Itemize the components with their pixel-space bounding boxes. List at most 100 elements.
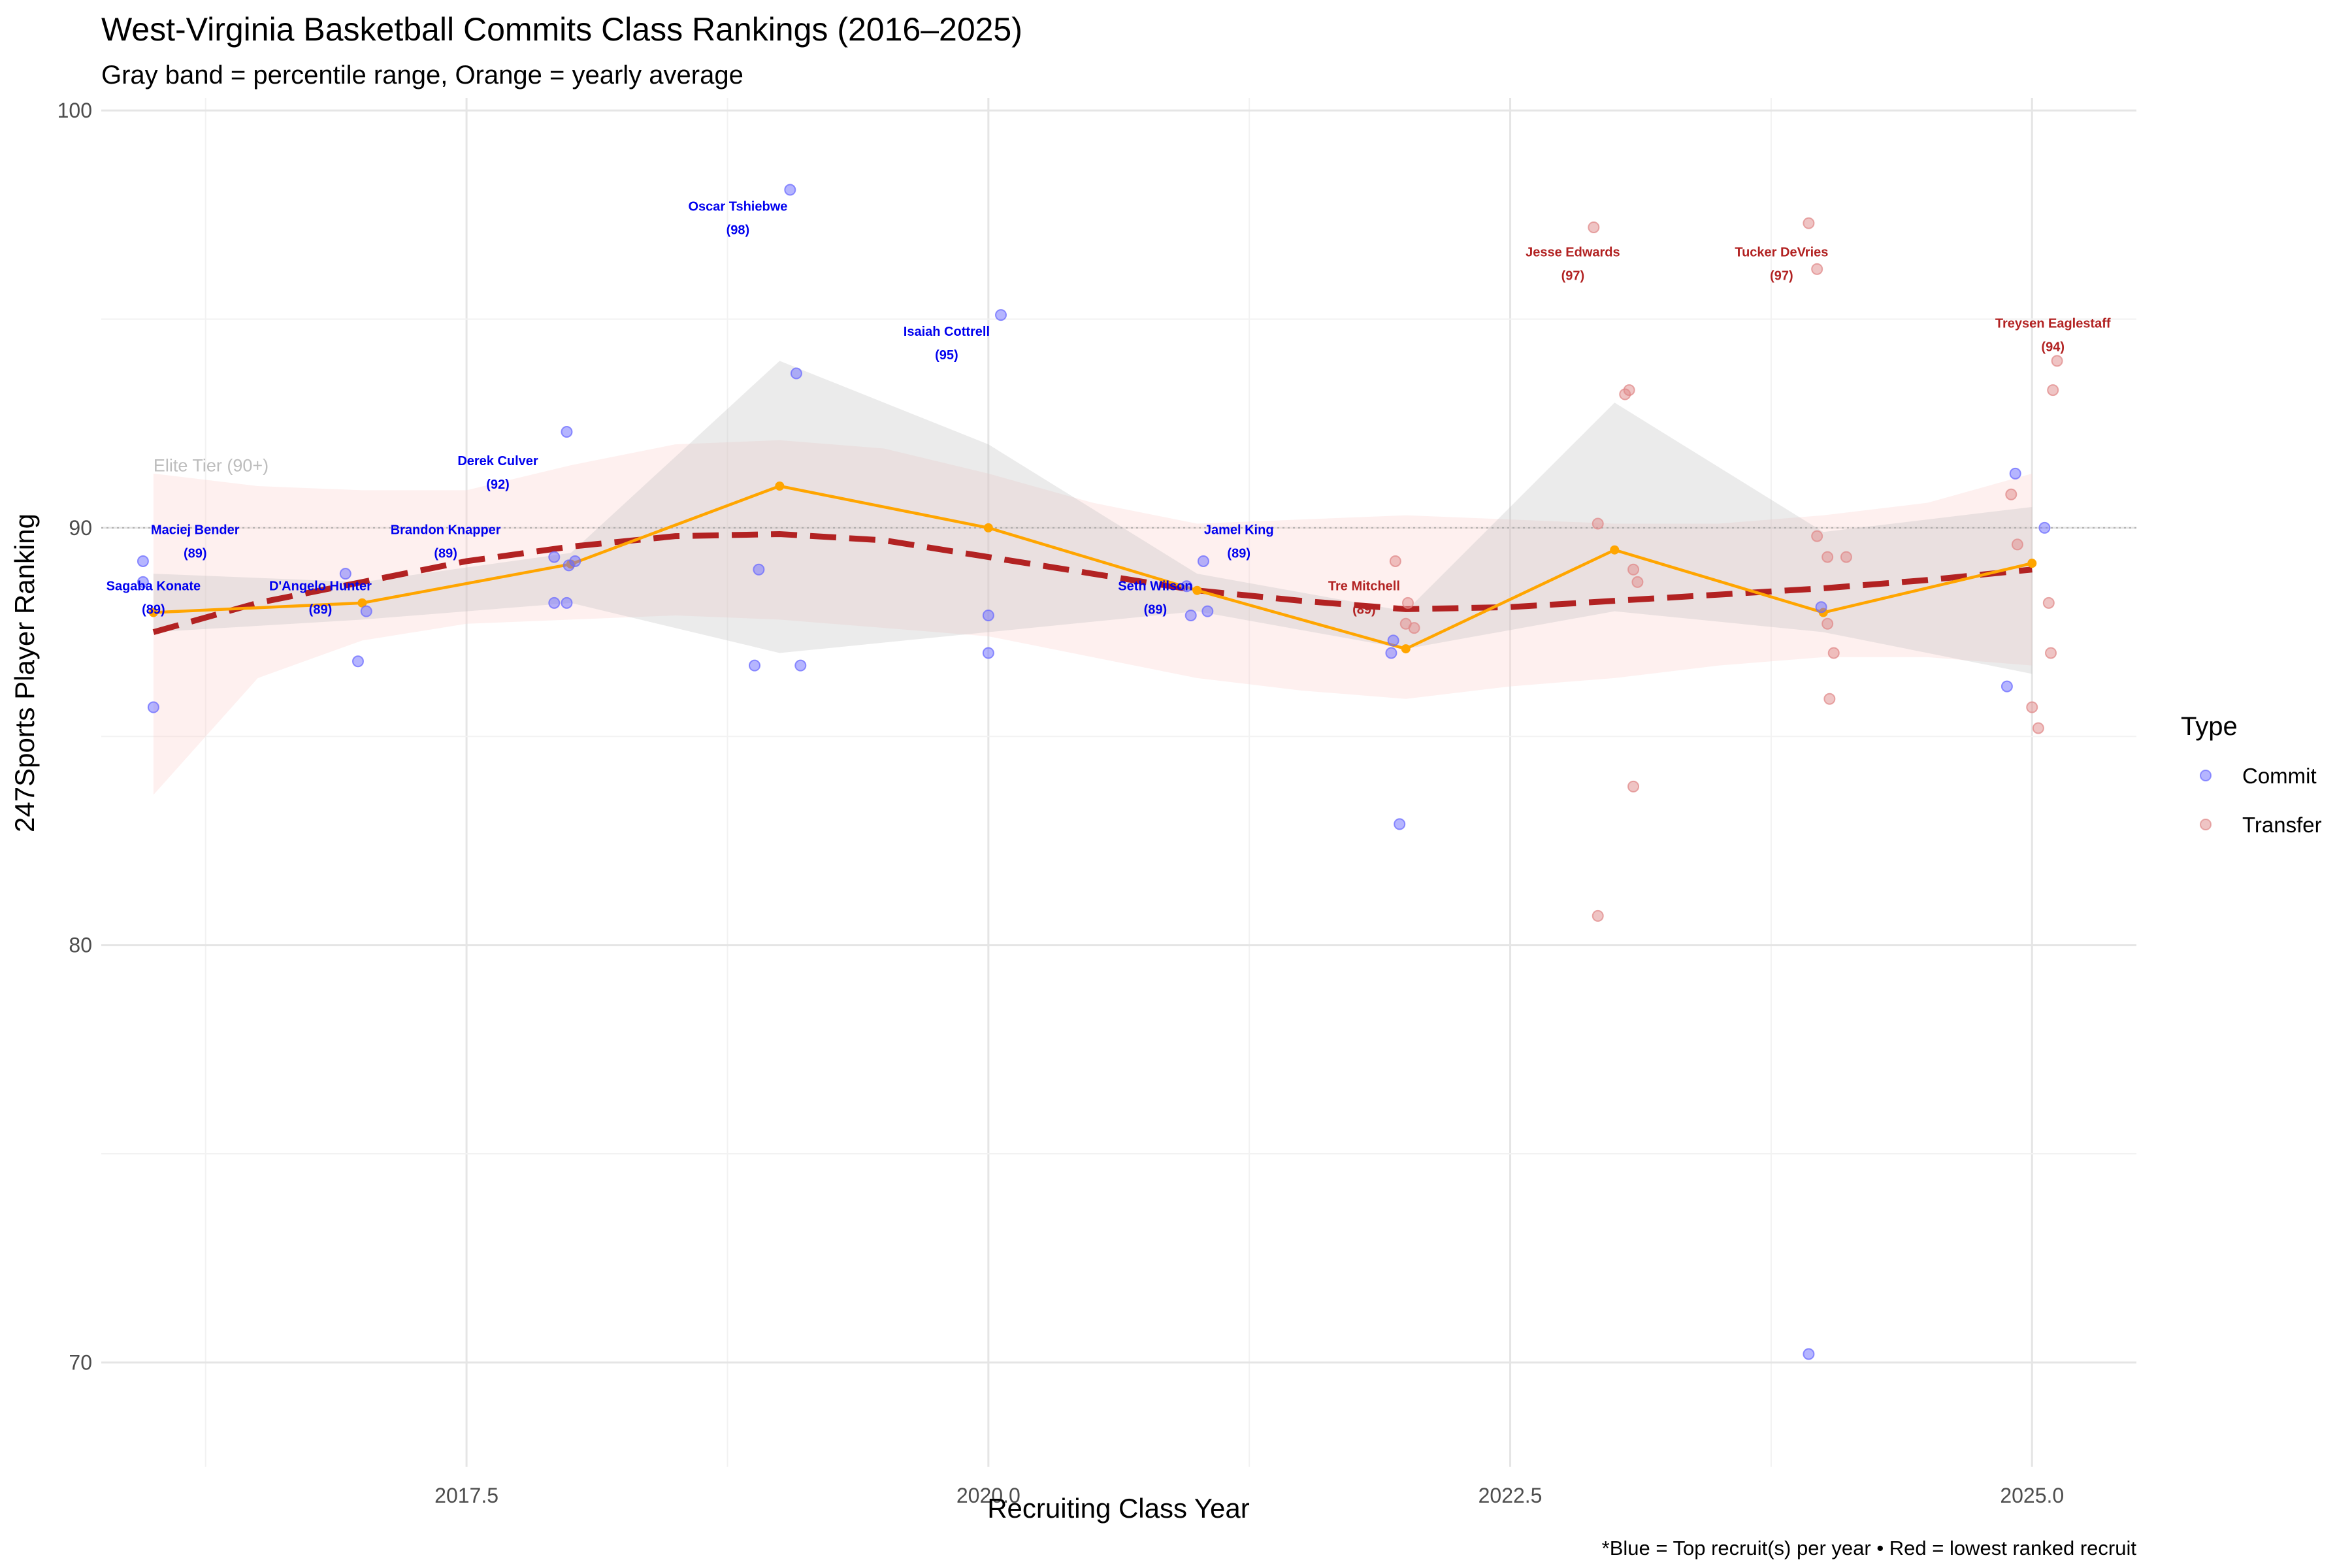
- y-tick-label: 100: [57, 99, 92, 122]
- commit-point: [2009, 467, 2021, 480]
- commit-point: [137, 555, 149, 567]
- yearly-average-line: [153, 484, 2033, 651]
- commit-point: [748, 659, 760, 672]
- points-layer: [137, 184, 2063, 1360]
- commit-point: [561, 425, 573, 438]
- trend-line: [152, 531, 2033, 635]
- commit-point: [982, 647, 994, 659]
- annotation-name: Maciej Bender: [151, 523, 240, 537]
- commit-point: [1184, 610, 1197, 622]
- elite-tier-label: Elite Tier (90+): [154, 456, 269, 476]
- transfer-point: [2047, 384, 2059, 397]
- yearly-average-point: [357, 598, 367, 608]
- transfer-point: [1631, 576, 1644, 588]
- commit-point: [753, 563, 765, 576]
- commit-point: [147, 701, 159, 713]
- transfer-point: [1389, 555, 1401, 567]
- annotation-name: Tre Mitchell: [1328, 580, 1400, 594]
- annotation-value: (97): [1770, 269, 1793, 284]
- annotation-value: (89): [1352, 603, 1376, 617]
- y-tick-label: 70: [69, 1350, 92, 1374]
- transfer-point: [2042, 596, 2055, 609]
- commit-point: [784, 184, 796, 196]
- commit-point: [2038, 521, 2051, 534]
- x-tick-label: 2020.0: [956, 1484, 1021, 1507]
- x-tick-label: 2017.5: [434, 1484, 498, 1507]
- commit-point: [982, 610, 994, 622]
- transfer-point: [1408, 622, 1420, 634]
- annotation-name: Brandon Knapper: [391, 523, 501, 537]
- yearly-average-point: [2027, 559, 2037, 568]
- y-tick-label: 90: [69, 516, 92, 540]
- transfer-point: [1840, 551, 1852, 563]
- annotation-name: Treysen Eaglestaff: [1995, 316, 2111, 331]
- annotation-value: (92): [486, 478, 510, 492]
- yearly-average-point: [1192, 585, 1202, 595]
- commit-point: [994, 309, 1007, 321]
- commit-point: [1815, 601, 1827, 613]
- transfer-point: [1827, 647, 1840, 659]
- commit-point: [1394, 818, 1406, 830]
- commit-point: [1385, 647, 1397, 659]
- percentile-band-layer: [153, 361, 2033, 674]
- annotation-value: (89): [434, 546, 457, 561]
- transfer-point: [1821, 617, 1834, 630]
- commit-point: [1803, 1348, 1815, 1360]
- transfer-point: [1803, 217, 1815, 229]
- commit-point: [548, 596, 561, 609]
- transfer-point: [1588, 221, 1600, 234]
- annotation-name: Derek Culver: [457, 454, 538, 468]
- transfer-point: [2051, 355, 2063, 367]
- transfer-point: [2032, 722, 2044, 734]
- annotation-value: (89): [184, 546, 207, 561]
- grid-layer: [101, 98, 2136, 1467]
- yearly-average-point: [775, 482, 785, 491]
- commit-point: [1197, 555, 1209, 567]
- commit-point: [790, 367, 802, 380]
- annotation-value: (89): [142, 603, 165, 617]
- annotation-name: Oscar Tshiebwe: [688, 199, 787, 214]
- commit-point: [2001, 680, 2013, 693]
- legend: Type Commit Transfer: [2181, 712, 2322, 837]
- transfer-point: [1401, 596, 1414, 609]
- chart-caption: *Blue = Top recruit(s) per year • Red = …: [1602, 1537, 2137, 1560]
- annotation-name: Seth Wilson: [1118, 580, 1192, 594]
- annotation-name: Sagaba Konate: [106, 580, 201, 594]
- transfer-point: [1592, 517, 1604, 530]
- trend-confidence-ribbon: [153, 440, 2033, 795]
- percentile-band: [153, 361, 2033, 674]
- transfer-point: [1821, 551, 1834, 563]
- x-axis-title: Recruiting Class Year: [987, 1493, 1250, 1524]
- yearly-average-layer: [148, 482, 2037, 654]
- tick-layer: 2017.5 2020.0 2022.5 2025.0 70 80 90 100: [57, 99, 2065, 1507]
- annotation-value: (98): [727, 223, 750, 237]
- yearly-average-point: [1610, 545, 1620, 555]
- annotation-value: (89): [1227, 546, 1250, 561]
- transfer-point: [2005, 488, 2017, 500]
- annotation-value: (94): [2041, 340, 2065, 354]
- annotation-name: D'Angelo Hunter: [269, 580, 372, 594]
- transfer-point: [2011, 538, 2023, 551]
- annotation-layer: Sagaba Konate (89) Maciej Bender (89) D'Ange…: [106, 199, 2111, 617]
- annotation-name: Tucker DeVries: [1735, 246, 1828, 260]
- chart-title: West-Virginia Basketball Commits Class R…: [101, 11, 1022, 48]
- transfer-point: [1623, 384, 1635, 397]
- legend-key-transfer: [2200, 819, 2212, 830]
- commit-point: [561, 596, 573, 609]
- x-tick-label: 2025.0: [2000, 1484, 2064, 1507]
- annotation-value: (95): [935, 348, 958, 363]
- y-tick-label: 80: [69, 934, 92, 957]
- commit-point: [1387, 634, 1399, 647]
- commit-point: [137, 576, 149, 588]
- annotation-value: (97): [1561, 269, 1585, 284]
- legend-title: Type: [2181, 712, 2238, 741]
- commit-point: [1201, 605, 1214, 617]
- legend-label-commit: Commit: [2242, 764, 2317, 788]
- transfer-point: [2045, 647, 2057, 659]
- chart-subtitle: Gray band = percentile range, Orange = y…: [101, 61, 743, 90]
- yearly-average-point: [983, 523, 993, 532]
- commit-point: [351, 655, 364, 668]
- yearly-average-point: [148, 608, 158, 617]
